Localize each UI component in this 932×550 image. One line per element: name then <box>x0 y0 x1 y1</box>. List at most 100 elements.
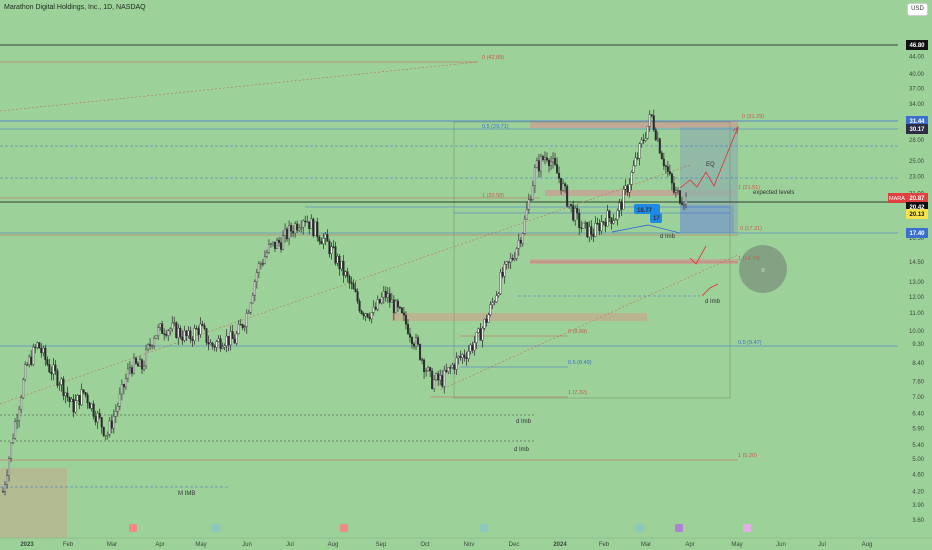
candle <box>237 319 240 335</box>
candle <box>304 215 307 227</box>
candle <box>425 367 428 377</box>
x-tick-label: Aug <box>328 542 339 548</box>
candle <box>543 151 546 165</box>
candle <box>417 335 420 347</box>
candle <box>318 235 321 245</box>
candle <box>473 335 476 356</box>
candle <box>334 241 337 266</box>
candle <box>402 306 405 322</box>
price-label: 30.17 <box>906 124 928 134</box>
candle <box>320 237 323 245</box>
y-tick-label: 25.00 <box>909 159 925 165</box>
y-tick-label: 7.00 <box>912 395 924 401</box>
candle <box>92 400 95 420</box>
candle <box>406 318 409 335</box>
candle <box>513 251 516 262</box>
candle <box>278 236 281 247</box>
candle <box>485 314 488 327</box>
candle <box>380 292 383 305</box>
x-tick-label: Apr <box>685 542 694 548</box>
price-label-symbol: MARA <box>889 196 905 202</box>
candle <box>139 355 142 367</box>
candle <box>181 330 184 345</box>
level-label: 0.5 (9.47) <box>738 340 762 346</box>
range-box <box>453 121 731 399</box>
candle <box>382 286 385 304</box>
candle <box>173 316 176 327</box>
candle <box>408 327 411 343</box>
x-axis: 2023 Feb Mar Apr May Jun Jul Aug Sep Oct Nov Dec 202… <box>0 524 932 548</box>
candle <box>8 456 11 482</box>
levels: 0 (42.89) 0.5 (29.71) 0 (31.29) 1 (20.58) 1 … <box>0 44 898 488</box>
candle <box>660 150 663 160</box>
candle <box>88 401 91 409</box>
candle <box>122 383 125 395</box>
candle <box>342 255 345 283</box>
candle <box>18 405 21 428</box>
candle <box>370 311 373 324</box>
candle <box>171 316 174 332</box>
candle <box>134 356 137 365</box>
candle <box>582 222 585 229</box>
candle <box>175 321 178 339</box>
candle <box>108 417 111 438</box>
candle <box>374 302 377 311</box>
candle <box>670 172 673 191</box>
candle <box>616 208 619 226</box>
candle <box>124 373 127 390</box>
candle <box>86 392 89 409</box>
candle <box>447 367 450 375</box>
candle <box>197 325 200 342</box>
candle <box>642 133 645 145</box>
candle <box>159 322 162 331</box>
candle <box>413 341 416 350</box>
candle <box>415 333 418 351</box>
x-tick-label: Mar <box>641 542 651 548</box>
candle <box>169 327 172 336</box>
candle <box>682 202 685 211</box>
level-label: 0.5 (29.71) <box>482 124 509 130</box>
candle <box>652 109 655 132</box>
candle <box>400 306 403 314</box>
candle <box>674 186 677 198</box>
candle <box>54 360 57 376</box>
candle <box>221 342 224 350</box>
candle <box>477 327 480 334</box>
candle <box>286 226 289 242</box>
candle <box>195 325 198 330</box>
y-tick-label: 23.00 <box>909 175 925 181</box>
candle <box>463 349 466 362</box>
candle <box>102 426 105 437</box>
candle <box>257 260 260 279</box>
y-tick-label: 8.40 <box>912 361 924 367</box>
candle <box>330 242 333 260</box>
projection-arrow <box>679 126 739 189</box>
candle <box>427 365 430 372</box>
candle <box>564 182 567 193</box>
candle <box>618 198 621 218</box>
candle <box>461 353 464 364</box>
level-label: 0 (9.99) <box>568 329 587 335</box>
currency-button[interactable]: USD <box>907 3 928 16</box>
candle <box>112 409 115 434</box>
price-label: 17.40 <box>906 228 928 238</box>
x-tick-label: Mar <box>107 542 117 548</box>
candle <box>80 383 83 407</box>
candle <box>489 301 492 317</box>
candle <box>519 237 522 248</box>
candle <box>199 317 202 338</box>
y-tick-label: 4.60 <box>912 473 924 479</box>
candle <box>24 361 27 382</box>
candle <box>324 232 327 245</box>
candle <box>209 338 212 345</box>
candle <box>312 217 315 238</box>
candle <box>161 320 164 334</box>
candle <box>648 110 651 132</box>
candle <box>501 266 504 279</box>
candle <box>56 368 59 389</box>
candle <box>273 241 276 252</box>
candle <box>48 358 51 374</box>
candle <box>586 222 589 239</box>
candle <box>348 274 351 289</box>
